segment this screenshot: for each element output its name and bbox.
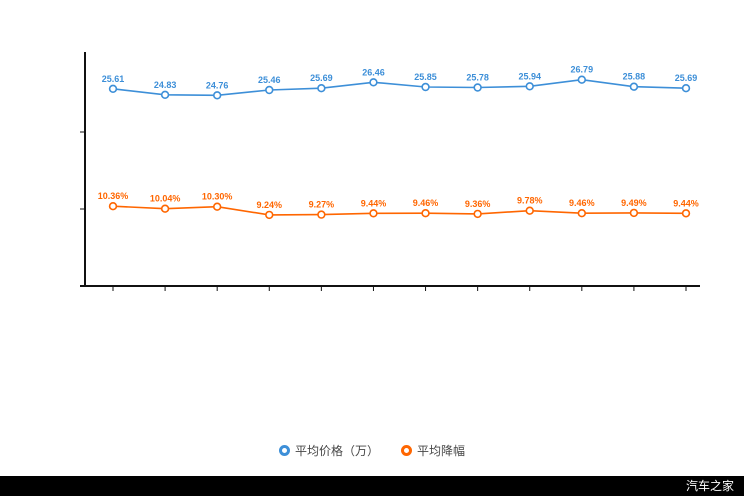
data-point-marker[interactable]: [108, 202, 118, 211]
data-point-label: 25.69: [310, 73, 333, 83]
data-point-label: 24.83: [154, 80, 177, 90]
data-point-label: 10.30%: [202, 192, 233, 202]
data-point-label: 25.69: [675, 73, 698, 83]
watermark-bar: 汽车之家: [0, 476, 744, 496]
data-point-label: 25.78: [466, 73, 489, 83]
data-point-label: 9.36%: [465, 199, 491, 209]
data-point-marker[interactable]: [265, 85, 274, 95]
data-point-label: 25.61: [102, 74, 125, 84]
data-point-marker[interactable]: [629, 208, 639, 218]
watermark-text: 汽车之家: [685, 479, 734, 493]
data-point-marker[interactable]: [525, 206, 534, 215]
series-line: [112, 205, 687, 216]
data-point-marker[interactable]: [577, 75, 587, 84]
data-point-label: 25.46: [258, 75, 281, 85]
data-point-marker[interactable]: [525, 82, 534, 91]
data-point-label: 9.24%: [257, 200, 283, 210]
price-trend-chart: 25.61 24.83 24.76 25.46 25.69 26.46 25.85 25.78…: [80, 52, 700, 291]
data-point-marker[interactable]: [160, 204, 170, 213]
series-平均价格（万）: 25.61 24.83 24.76 25.46 25.69 26.46 25.85 25.78…: [102, 65, 698, 100]
legend-label-avg-price: 平均价格（万）: [294, 444, 379, 458]
data-point-marker[interactable]: [369, 209, 378, 218]
data-point-label: 26.46: [362, 67, 385, 77]
avg-price-legend-marker-icon: [278, 445, 290, 456]
legend-label-avg-discount: 平均降幅: [417, 444, 466, 458]
data-point-marker[interactable]: [160, 90, 170, 100]
data-point-label: 25.88: [623, 72, 646, 82]
series-line: [112, 78, 687, 97]
series-平均降幅: 10.36% 10.04% 10.30% 9.24% 9.27% 9.44% 9.46% 9.…: [98, 191, 699, 220]
data-point-marker[interactable]: [421, 209, 430, 218]
data-point-label: 25.85: [414, 72, 437, 82]
data-point-label: 9.46%: [569, 198, 595, 208]
data-point-marker[interactable]: [681, 209, 691, 218]
data-point-marker[interactable]: [577, 209, 587, 218]
data-point-marker[interactable]: [369, 78, 378, 87]
data-point-marker[interactable]: [265, 210, 274, 220]
data-point-label: 26.79: [571, 65, 594, 75]
legend-item-avg-price[interactable]: 平均价格（万）: [278, 442, 379, 459]
data-point-marker[interactable]: [421, 82, 430, 92]
data-point-label: 9.44%: [673, 198, 699, 208]
data-point-marker[interactable]: [473, 83, 482, 92]
chart-legend: 平均价格（万） 平均降幅: [0, 442, 744, 459]
data-point-label: 9.78%: [517, 196, 543, 206]
data-point-marker[interactable]: [473, 209, 482, 219]
data-point-marker[interactable]: [317, 210, 326, 219]
data-point-label: 9.49%: [621, 198, 647, 208]
data-point-label: 9.44%: [361, 198, 387, 208]
legend-item-avg-discount[interactable]: 平均降幅: [401, 442, 465, 459]
data-point-label: 10.36%: [98, 191, 129, 201]
data-point-label: 9.27%: [309, 200, 335, 210]
data-point-marker[interactable]: [681, 83, 691, 93]
data-point-marker[interactable]: [212, 202, 222, 211]
data-point-marker[interactable]: [108, 84, 118, 94]
avg-discount-legend-marker-icon: [401, 445, 412, 456]
data-point-marker[interactable]: [317, 83, 326, 93]
data-point-marker[interactable]: [629, 82, 639, 91]
data-point-label: 10.04%: [150, 194, 181, 204]
data-point-label: 24.76: [206, 80, 229, 90]
data-point-label: 9.46%: [413, 198, 439, 208]
data-point-label: 25.94: [518, 71, 541, 81]
data-point-marker[interactable]: [212, 91, 222, 100]
